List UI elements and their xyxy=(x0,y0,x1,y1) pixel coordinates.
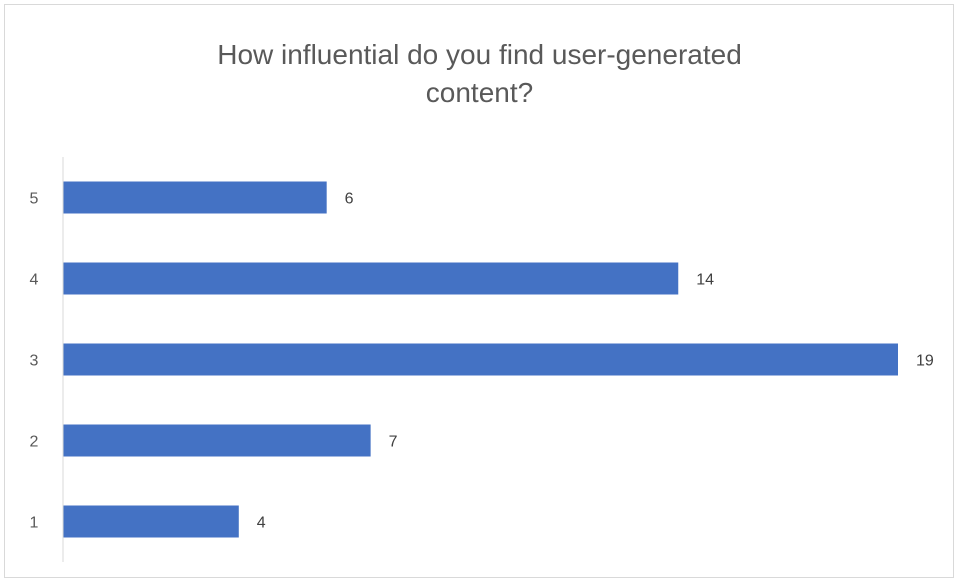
bar-1 xyxy=(63,505,239,538)
bar-5 xyxy=(63,181,327,214)
chart-title-line-2: content? xyxy=(425,77,534,108)
y-tick-label-4: 4 xyxy=(30,272,39,289)
chart-title: How influential do you find user-generat… xyxy=(0,36,959,112)
y-tick-label-5: 5 xyxy=(30,191,39,208)
data-label-2: 7 xyxy=(389,434,398,451)
data-label-3: 19 xyxy=(916,353,934,370)
data-label-1: 4 xyxy=(257,515,266,532)
data-label-4: 14 xyxy=(696,272,714,289)
bar-2 xyxy=(63,424,371,457)
labels-layer: 1 42 73 194 145 6 xyxy=(30,191,934,532)
y-tick-label-1: 1 xyxy=(30,515,39,532)
y-tick-label-3: 3 xyxy=(30,353,39,370)
y-tick-label-2: 2 xyxy=(30,434,39,451)
bars-layer xyxy=(63,181,898,538)
data-label-5: 6 xyxy=(345,191,354,208)
bar-3 xyxy=(63,343,898,376)
chart-title-line-1: How influential do you find user-generat… xyxy=(217,39,742,70)
bar-4 xyxy=(63,262,679,295)
